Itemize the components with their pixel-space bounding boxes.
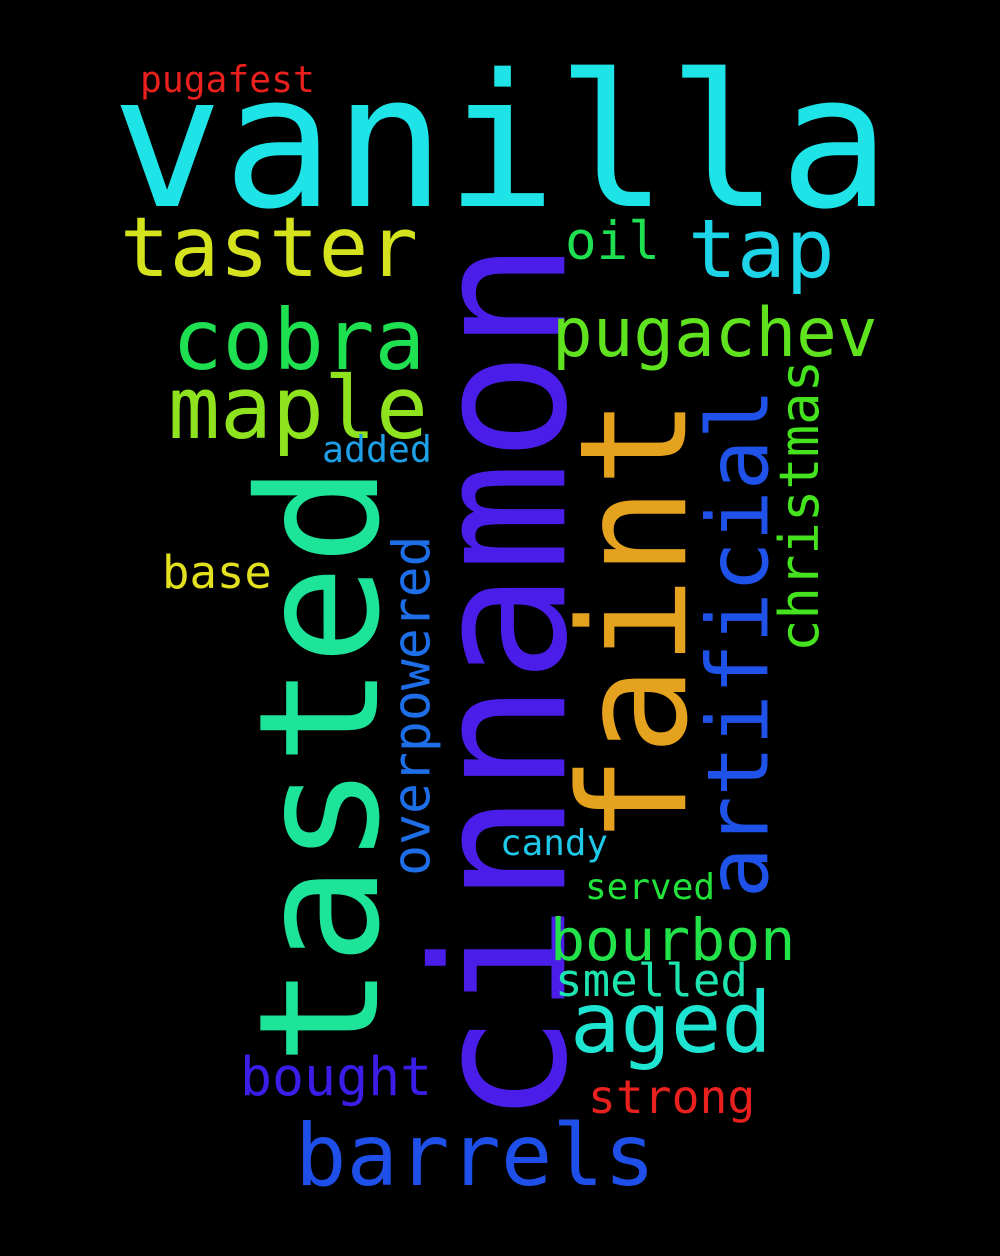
word-aged: aged xyxy=(570,974,772,1072)
word-base: base xyxy=(162,546,272,599)
word-candy: candy xyxy=(500,822,609,864)
word-added: added xyxy=(322,427,432,471)
word-overpowered: overpowered xyxy=(382,535,443,876)
word-served: served xyxy=(585,866,716,908)
word-barrels: barrels xyxy=(295,1107,656,1206)
word-smelled: smelled xyxy=(555,953,749,1007)
word-pugachev: pugachev xyxy=(552,292,878,372)
word-strong: strong xyxy=(588,1069,756,1124)
word-faint: faint xyxy=(547,397,721,845)
word-taster: taster xyxy=(120,200,419,296)
word-cobra: cobra xyxy=(172,291,426,389)
word-bourbon: bourbon xyxy=(550,906,796,974)
word-tap: tap xyxy=(688,202,835,297)
word-vanilla: vanilla xyxy=(111,33,891,250)
word-pugafest: pugafest xyxy=(140,57,315,101)
word-oil: oil xyxy=(565,210,660,272)
word-christmas: christmas xyxy=(768,359,832,652)
word-bought: bought xyxy=(240,1046,433,1108)
word-maple: maple xyxy=(168,359,429,459)
